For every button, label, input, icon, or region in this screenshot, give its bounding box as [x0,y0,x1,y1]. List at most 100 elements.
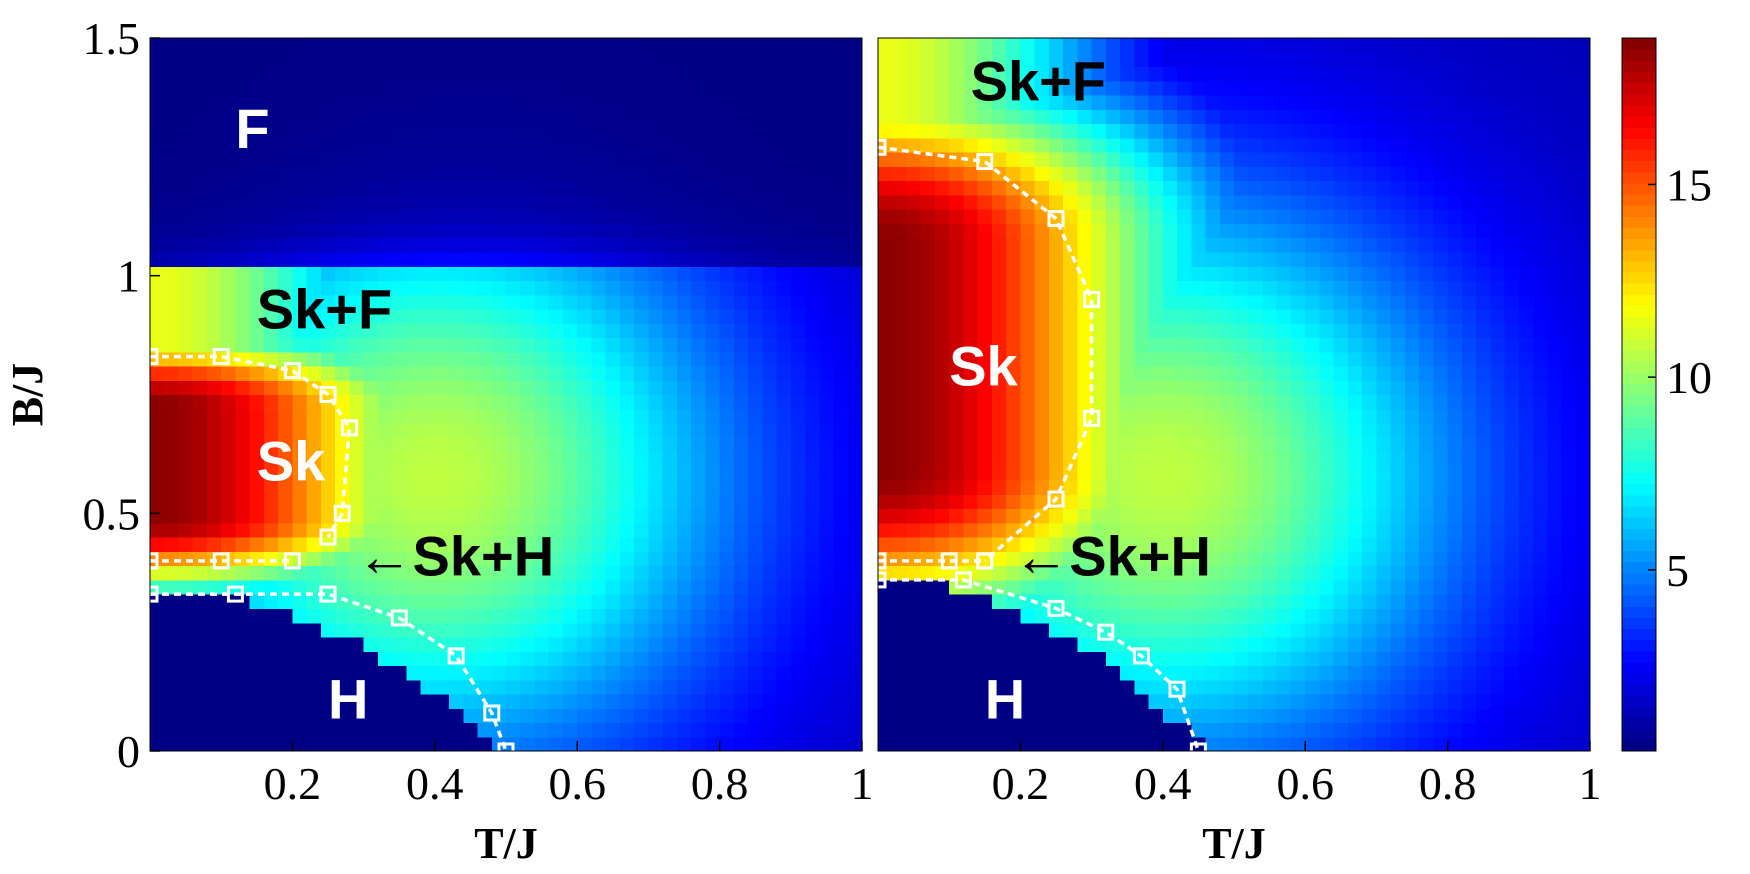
heat-cell [335,280,350,296]
heat-cell [192,351,208,367]
heat-cell [1063,551,1078,567]
heat-cell [847,52,863,68]
heat-cell [934,237,950,253]
heat-cell [349,380,365,396]
heat-cell [1034,337,1050,353]
heat-cell [1490,480,1506,495]
heat-cell [1390,95,1406,110]
heat-cell [949,123,965,139]
heat-cell [1162,480,1178,495]
heat-cell [349,123,365,139]
heat-cell [548,365,564,381]
heat-cell [1063,266,1078,282]
heat-cell [1162,708,1178,724]
heat-cell [1305,736,1321,752]
heat-cell [619,180,635,196]
heat-cell [1461,80,1477,96]
heat-cell [963,679,979,695]
heat-cell [733,180,749,196]
heat-cell [562,537,578,552]
heat-cell [1020,608,1036,624]
heat-cell [1148,608,1164,624]
heat-cell [605,551,621,567]
heat-cell [676,736,692,752]
heat-cell [562,223,578,239]
heat-cell [634,152,649,167]
heat-cell [977,251,993,267]
heat-cell [1333,237,1349,253]
heat-cell [1290,522,1306,538]
heat-cell [719,736,735,752]
heat-cell [363,95,379,110]
heat-cell [790,251,806,267]
heat-cell [1290,665,1306,681]
heat-cell [662,251,678,267]
heat-cell [363,651,379,667]
heat-cell [349,80,365,96]
heat-cell [263,679,279,695]
heat-cell [192,294,208,310]
heat-cell [349,636,365,652]
heat-cell [1034,636,1050,652]
heat-cell [662,365,678,381]
heat-cell [1205,194,1221,210]
heat-cell [1461,152,1477,167]
heat-cell [1404,394,1420,410]
heat-cell [1561,736,1577,752]
heat-cell [1290,708,1306,724]
heat-cell [1476,522,1491,538]
heat-cell [719,480,735,495]
heat-cell [878,636,893,652]
heat-cell [1319,679,1335,695]
heat-cell [977,95,993,110]
heat-cell [335,608,350,624]
heat-cell [178,223,194,239]
heat-cell [1362,294,1377,310]
heat-cell [748,451,763,467]
heat-cell [548,722,564,738]
heat-cell [1490,408,1506,424]
heat-cell [1490,608,1506,624]
heat-cell [278,308,293,324]
heat-cell [406,451,422,467]
heat-cell [648,80,664,96]
heat-cell [776,636,792,652]
heat-cell [1504,66,1520,82]
heat-cell [819,622,835,638]
heat-cell [506,636,521,652]
heat-cell [449,679,464,695]
heat-cell [1219,209,1235,224]
heat-cell [363,708,379,724]
heat-cell [206,594,222,609]
heat-cell [963,608,979,624]
heat-cell [1191,294,1207,310]
heat-cell [776,465,792,481]
heat-cell [634,722,649,738]
heat-cell [819,337,835,353]
heat-cell [1276,95,1292,110]
heat-cell [1433,123,1449,139]
heat-cell [463,166,479,182]
heat-cell [1390,66,1406,82]
heat-cell [506,194,521,210]
heat-cell [491,109,507,125]
heat-cell [1290,152,1306,167]
heat-cell [206,223,222,239]
heat-cell [648,736,664,752]
heat-cell [748,423,763,438]
heat-cell [776,665,792,681]
heat-cell [790,194,806,210]
heat-cell [263,708,279,724]
heat-cell [1476,308,1491,324]
heat-cell [676,693,692,709]
heat-cell [1404,722,1420,738]
heat-cell [534,166,550,182]
heat-cell [1148,708,1164,724]
heat-cell [1504,323,1520,339]
heat-cell [1319,280,1335,296]
heat-cell [1305,537,1321,552]
heat-cell [392,351,407,367]
heat-cell [1333,423,1349,438]
heat-cell [1219,365,1235,381]
heat-cell [819,651,835,667]
